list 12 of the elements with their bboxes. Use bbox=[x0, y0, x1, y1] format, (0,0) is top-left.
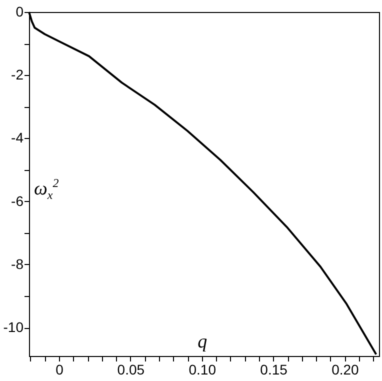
x-tick-label: 0.20 bbox=[332, 362, 360, 378]
x-tick-label: 0 bbox=[56, 362, 64, 378]
y-tick-label: -2 bbox=[11, 66, 24, 83]
x-tick-label: 0.15 bbox=[260, 362, 288, 378]
x-tick-label: 0.05 bbox=[117, 362, 145, 378]
y-tick-label: -6 bbox=[11, 192, 24, 209]
y-tick-label: -8 bbox=[11, 256, 24, 272]
y-tick-label: -10 bbox=[3, 319, 24, 336]
x-axis-title: q bbox=[198, 332, 208, 352]
y-tick-label: 0 bbox=[16, 4, 24, 20]
x-tick-label: 0.10 bbox=[188, 362, 216, 378]
y-tick-label: -4 bbox=[11, 130, 24, 146]
